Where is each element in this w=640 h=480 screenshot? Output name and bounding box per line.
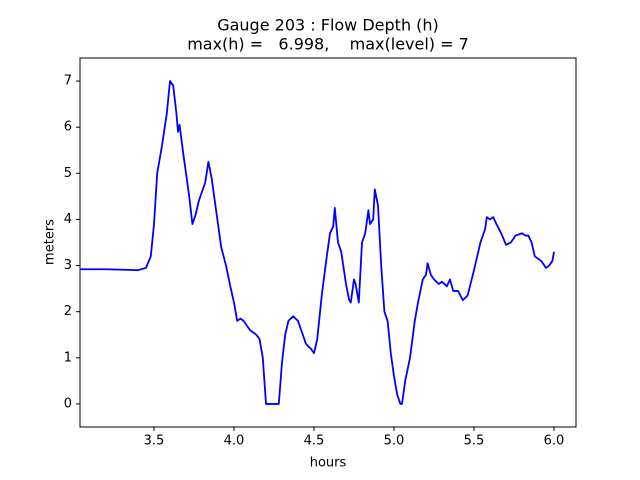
- y-tick-label: 2: [64, 304, 72, 319]
- data-line: [80, 80, 555, 405]
- y-tick-label: 5: [64, 166, 72, 181]
- plot-frame: [79, 57, 577, 428]
- x-tick-label: 6.0: [544, 434, 565, 449]
- y-tick-label: 0: [64, 396, 72, 411]
- y-tick-label: 7: [64, 74, 72, 89]
- x-tick-label: 4.0: [224, 434, 245, 449]
- y-axis-label: meters: [43, 219, 58, 265]
- x-tick-label: 3.5: [144, 434, 165, 449]
- y-tick-label: 1: [64, 350, 72, 365]
- x-axis-label: hours: [310, 456, 347, 471]
- y-tick-label: 4: [64, 212, 72, 227]
- x-tick-label: 5.0: [384, 434, 405, 449]
- chart-subtitle: max(h) = 6.998, max(level) = 7: [187, 35, 469, 54]
- chart-title: Gauge 203 : Flow Depth (h): [217, 16, 439, 35]
- y-tick-label: 6: [64, 120, 72, 135]
- x-tick-label: 5.5: [464, 434, 485, 449]
- y-tick-label: 3: [64, 258, 72, 273]
- x-tick-label: 4.5: [304, 434, 325, 449]
